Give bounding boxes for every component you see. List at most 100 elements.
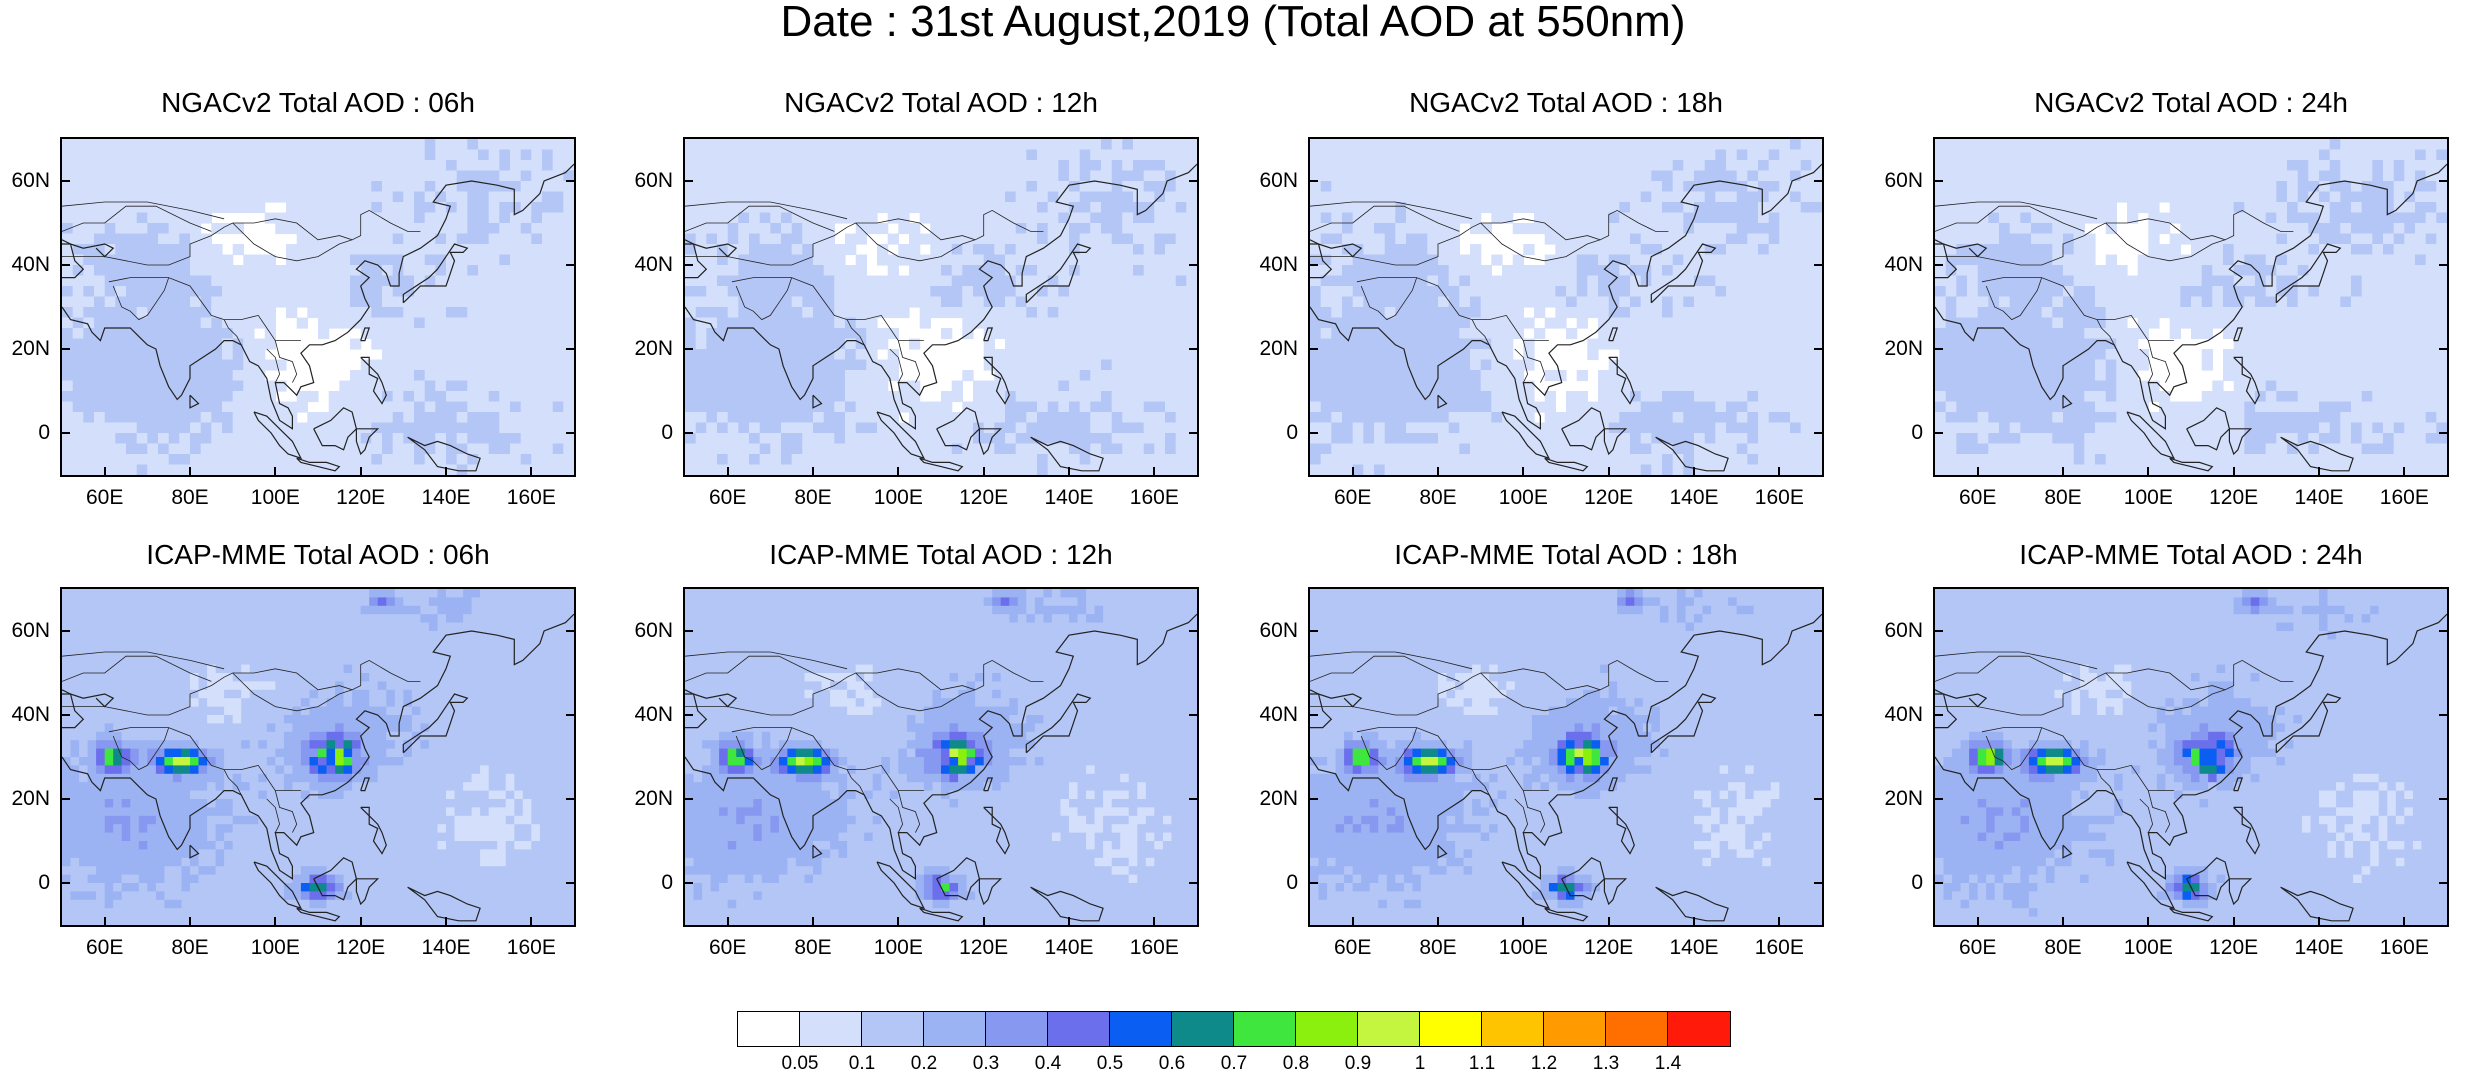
lon-tick-label: 80E [778,937,848,959]
lon-tick-label: 60E [1318,937,1388,959]
lon-tick-label: 120E [949,487,1019,509]
lon-tick-label: 80E [155,937,225,959]
lon-tick-mark [727,917,729,927]
lat-tick-mark [566,180,576,182]
lat-tick-label: 40N [0,704,50,726]
colorbar-swatch [800,1012,862,1046]
lon-tick-label: 120E [949,937,1019,959]
lat-tick-label: 40N [1863,704,1923,726]
lon-tick-mark [812,467,814,477]
lat-tick-mark [1189,432,1199,434]
lat-tick-mark [1189,180,1199,182]
lon-tick-mark [445,917,447,927]
lon-tick-mark [2318,917,2320,927]
lat-tick-mark [683,630,693,632]
lon-tick-label: 140E [1034,487,1104,509]
lat-tick-label: 20N [1238,788,1298,810]
lat-tick-mark [566,630,576,632]
lat-tick-mark [1814,432,1824,434]
lon-tick-mark [1608,917,1610,927]
colorbar-swatch [1234,1012,1296,1046]
colorbar-swatch [1296,1012,1358,1046]
lon-tick-mark [1437,917,1439,927]
colorbar-label: 0.3 [956,1054,1016,1074]
panel-title: ICAP-MME Total AOD : 18h [1306,540,1826,570]
lat-tick-mark [1933,798,1943,800]
colorbar-label: 1.1 [1452,1054,1512,1074]
lat-tick-label: 0 [0,872,50,894]
lat-tick-label: 40N [1238,704,1298,726]
lon-tick-label: 160E [1744,937,1814,959]
lon-tick-label: 100E [863,937,933,959]
lon-tick-mark [2233,467,2235,477]
lon-tick-mark [2062,467,2064,477]
lat-tick-label: 0 [1238,422,1298,444]
colorbar-swatch [862,1012,924,1046]
lat-tick-mark [1814,630,1824,632]
aod-field [685,589,1197,925]
map-panel [1933,587,2449,927]
lat-tick-mark [1814,348,1824,350]
lon-tick-label: 60E [693,937,763,959]
panel-title: ICAP-MME Total AOD : 24h [1931,540,2451,570]
colorbar-swatch [986,1012,1048,1046]
lon-tick-mark [1352,917,1354,927]
lon-tick-label: 100E [863,487,933,509]
lat-tick-label: 60N [1863,170,1923,192]
lon-tick-mark [1977,467,1979,477]
lat-tick-label: 60N [1238,620,1298,642]
lat-tick-mark [683,348,693,350]
lat-tick-label: 20N [613,788,673,810]
lat-tick-mark [60,432,70,434]
lat-tick-mark [2439,798,2449,800]
lon-tick-mark [360,917,362,927]
lat-tick-label: 0 [613,422,673,444]
aod-colorbar [737,1011,1731,1047]
lon-tick-label: 160E [496,937,566,959]
lon-tick-label: 160E [2369,937,2439,959]
map-panel [1933,137,2449,477]
colorbar-swatch [1048,1012,1110,1046]
panel-title: NGACv2 Total AOD : 12h [681,88,1201,118]
lat-tick-mark [1814,882,1824,884]
lat-tick-mark [566,432,576,434]
lat-tick-mark [60,180,70,182]
lon-tick-mark [983,917,985,927]
lat-tick-label: 0 [1863,872,1923,894]
lat-tick-label: 40N [613,704,673,726]
lat-tick-label: 40N [613,254,673,276]
lat-tick-label: 40N [1238,254,1298,276]
lon-tick-mark [2062,917,2064,927]
lon-tick-mark [727,467,729,477]
lon-tick-label: 160E [496,487,566,509]
lat-tick-mark [566,264,576,266]
map-panel [683,137,1199,477]
lat-tick-label: 20N [1863,788,1923,810]
lon-tick-mark [1068,917,1070,927]
lat-tick-label: 60N [0,170,50,192]
lon-tick-label: 140E [1659,937,1729,959]
lat-tick-mark [2439,180,2449,182]
lat-tick-label: 40N [0,254,50,276]
lat-tick-mark [1933,714,1943,716]
lon-tick-label: 100E [1488,487,1558,509]
panel-title: NGACv2 Total AOD : 18h [1306,88,1826,118]
panel-title: ICAP-MME Total AOD : 12h [681,540,1201,570]
lon-tick-mark [1153,917,1155,927]
lat-tick-label: 0 [0,422,50,444]
lat-tick-mark [60,630,70,632]
lat-tick-mark [1189,714,1199,716]
lon-tick-label: 140E [1659,487,1729,509]
lat-tick-label: 60N [1863,620,1923,642]
lon-tick-label: 80E [155,487,225,509]
lat-tick-label: 20N [613,338,673,360]
colorbar-swatch [1110,1012,1172,1046]
colorbar-label: 1.3 [1576,1054,1636,1074]
lon-tick-mark [2403,467,2405,477]
lon-tick-label: 60E [693,487,763,509]
lon-tick-mark [1522,917,1524,927]
lat-tick-mark [60,264,70,266]
lon-tick-mark [2233,917,2235,927]
lat-tick-label: 0 [1238,872,1298,894]
lon-tick-label: 120E [326,937,396,959]
